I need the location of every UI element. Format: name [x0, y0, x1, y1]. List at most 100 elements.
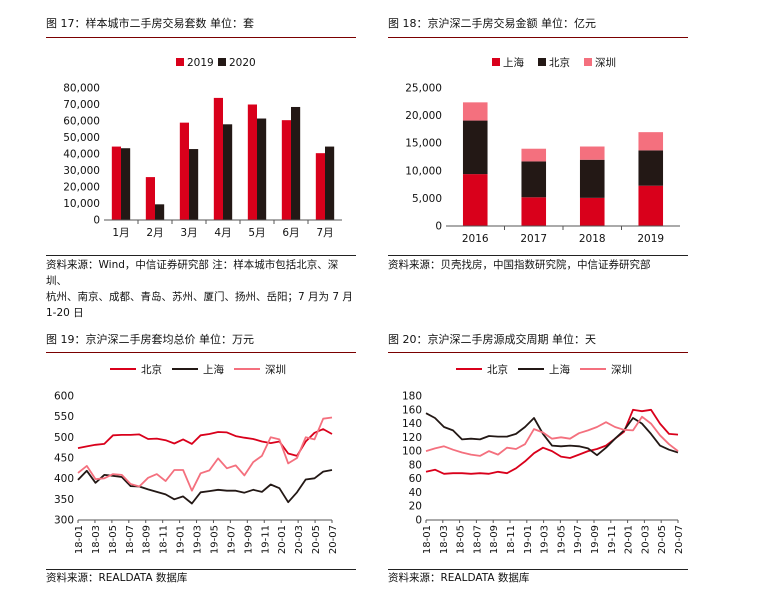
legend-label: 北京 [487, 363, 508, 376]
x-tick-label: 7月 [316, 227, 333, 239]
source-rule [388, 569, 688, 570]
y-tick-label: 300 [54, 515, 74, 527]
legend-label: 深圳 [611, 364, 632, 376]
chart-fig17: 2019 2020 0 10,000 20,000 30,000 40,000 50,000 6… [63, 57, 342, 239]
y-tick-label: 5,000 [412, 193, 442, 205]
x-tick-label: 20-01 [277, 525, 288, 554]
y-tick-label: 600 [54, 391, 74, 403]
bar [462, 174, 488, 226]
x-tick-label: 19-11 [607, 525, 618, 554]
x-tick-label: 20-03 [640, 525, 651, 554]
x-tick-label: 19-05 [209, 525, 220, 554]
x-tick-label: 19-01 [523, 525, 534, 554]
x-tick-label: 1月 [112, 227, 129, 239]
bar [179, 122, 189, 220]
bar [579, 159, 605, 198]
x-tick-label: 19-07 [573, 525, 584, 554]
panel-fig18: 图 18：京沪深二手房交易金额 单位：亿元 上海 北京 深圳 0 5,000 10,000… [388, 8, 688, 308]
series-line [425, 415, 679, 457]
x-tick-label: 2019 [637, 233, 664, 245]
y-tick-label: 20,000 [63, 182, 100, 194]
x-tick-label: 4月 [214, 227, 231, 239]
x-tick-label: 20-07 [674, 525, 685, 554]
y-tick-label: 80 [409, 459, 422, 471]
x-tick-label: 19-03 [540, 525, 551, 554]
source-rule [46, 255, 356, 256]
y-tick-label: 15,000 [405, 138, 442, 150]
y-tick-label: 20,000 [405, 110, 442, 122]
x-tick-label: 19-03 [193, 525, 204, 554]
legend-label: 北京 [141, 363, 162, 376]
x-tick-label: 19-11 [260, 525, 271, 554]
y-tick-label: 30,000 [63, 165, 100, 177]
bar [111, 146, 121, 220]
y-tick-label: 40,000 [63, 149, 100, 161]
bar [121, 148, 131, 220]
series-line [77, 469, 333, 505]
bar [247, 104, 257, 220]
title-rule [46, 352, 356, 353]
y-tick-label: 60,000 [63, 116, 100, 128]
y-tick-label: 70,000 [63, 99, 100, 111]
legend-swatch [492, 58, 500, 66]
x-tick-label: 2016 [462, 233, 489, 245]
x-tick-label: 18-07 [472, 525, 483, 554]
y-tick-label: 350 [54, 494, 74, 506]
source-line: 资料来源：贝壳找房，中国指数研究院，中信证券研究部 [388, 259, 651, 271]
bar [462, 102, 488, 121]
series-line [77, 428, 333, 457]
x-tick-label: 18-01 [422, 525, 433, 554]
source-line: 资料来源：REALDATA 数据库 [388, 572, 530, 584]
panel-title: 图 18：京沪深二手房交易金额 单位：亿元 [388, 17, 596, 30]
source-rule [46, 569, 356, 570]
legend-swatch [538, 58, 546, 66]
panel-title: 图 20：京沪深二手房源成交周期 单位：天 [388, 333, 596, 346]
source-note: 资料来源：Wind，中信证券研究部 注：样本城市包括北京、深圳、 杭州、南京、成… [46, 257, 356, 321]
bar [638, 150, 664, 186]
y-tick-label: 160 [402, 404, 422, 416]
legend-label: 上海 [503, 56, 524, 69]
source-note: 资料来源：REALDATA 数据库 [46, 570, 356, 586]
x-tick-label: 18-11 [159, 525, 170, 554]
panel-fig20: 图 20：京沪深二手房源成交周期 单位：天 北京 上海 深圳 0 20 40 60 80 100… [388, 324, 688, 592]
x-tick-label: 19-05 [556, 525, 567, 554]
y-tick-label: 0 [415, 515, 422, 527]
source-line: 1-20 日 [46, 307, 84, 319]
x-tick-label: 19-09 [243, 525, 254, 554]
chart-fig19: 北京 上海 深圳 300 350 400 450 500 550 600 18-01 18-03 18-… [54, 363, 339, 554]
x-tick-label: 18-03 [439, 525, 450, 554]
series-line [425, 412, 679, 457]
x-tick-label: 20-05 [657, 525, 668, 554]
x-tick-label: 18-03 [91, 525, 102, 554]
x-tick-label: 20-01 [624, 525, 635, 554]
x-tick-label: 19-07 [226, 525, 237, 554]
source-note: 资料来源：贝壳找房，中国指数研究院，中信证券研究部 [388, 257, 688, 273]
y-tick-label: 80,000 [63, 83, 100, 95]
legend-label: 上海 [203, 363, 224, 376]
title-rule [46, 37, 356, 38]
bar [315, 153, 325, 220]
y-tick-label: 50,000 [63, 132, 100, 144]
panel-fig17: 图 17：样本城市二手房交易套数 单位：套 2019 2020 0 10,000 20,… [46, 8, 356, 319]
bar [213, 97, 223, 220]
y-tick-label: 10,000 [63, 198, 100, 210]
x-tick-label: 18-01 [74, 525, 85, 554]
x-tick-label: 18-09 [489, 525, 500, 554]
source-line: 资料来源：Wind，中信证券研究部 注：样本城市包括北京、深圳、 [46, 259, 339, 287]
source-line: 资料来源：REALDATA 数据库 [46, 572, 188, 584]
title-rule [388, 352, 688, 353]
source-line: 杭州、南京、成都、青岛、苏州、厦门、扬州、岳阳；7 月为 7 月 [46, 291, 353, 303]
bar [579, 146, 605, 160]
y-tick-label: 10,000 [405, 165, 442, 177]
x-tick-label: 20-03 [294, 525, 305, 554]
x-tick-label: 20-07 [328, 525, 339, 554]
legend-swatch [176, 58, 184, 66]
y-tick-label: 450 [54, 453, 74, 465]
source-note: 资料来源：REALDATA 数据库 [388, 570, 688, 586]
x-tick-label: 5月 [248, 227, 265, 239]
x-tick-label: 18-07 [125, 525, 136, 554]
bar [223, 124, 233, 220]
x-tick-label: 18-11 [506, 525, 517, 554]
y-tick-label: 0 [435, 221, 442, 233]
